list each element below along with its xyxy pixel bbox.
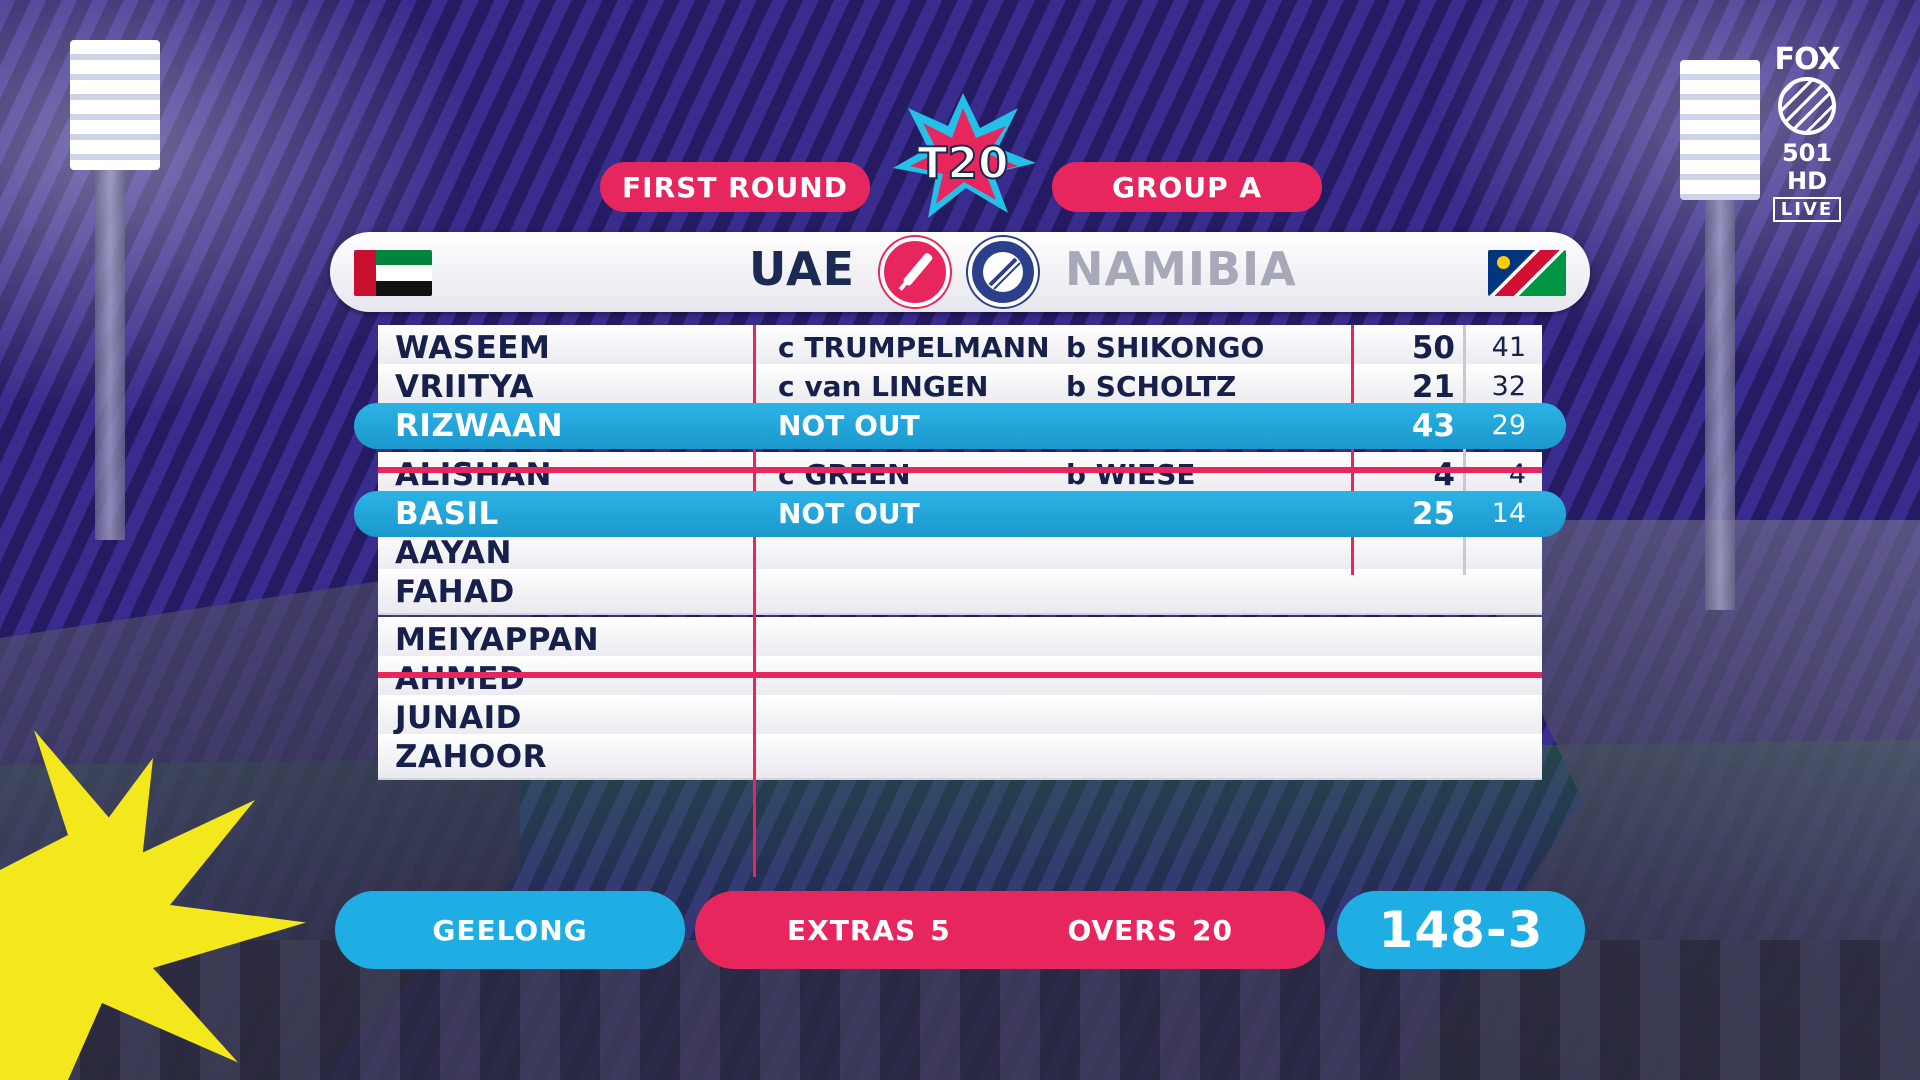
uae-flag-icon — [354, 250, 432, 296]
dismissal-catch: c TRUMPELMANN — [778, 331, 1050, 364]
batter-row: ALISHAN c GREEN b WIESE 4 4 — [378, 452, 1542, 498]
batter-balls: 41 — [1491, 332, 1526, 363]
batter-name: ZAHOOR — [395, 739, 547, 775]
row-separator — [378, 672, 1542, 678]
batter-runs: 21 — [1411, 369, 1455, 405]
batter-runs — [1355, 569, 1455, 615]
batter-row: FAHAD — [378, 569, 1542, 615]
overs-group: OVERS 20 — [1067, 914, 1233, 947]
bowling-team-name: NAMIBIA — [1065, 242, 1297, 296]
column-divider — [1351, 325, 1354, 575]
dismissal-bowler: b SHIKONGO — [1066, 331, 1265, 364]
venue-badge: GEELONG — [335, 891, 685, 969]
t20-world-cup-logo-icon: T20 — [893, 93, 1036, 218]
batter-balls: 4 — [1508, 459, 1526, 490]
batter-name: FAHAD — [395, 574, 515, 610]
batter-name: MEIYAPPAN — [395, 622, 600, 658]
overs-value: 20 — [1192, 913, 1233, 947]
batter-name: BASIL — [395, 496, 499, 532]
row-separator — [378, 467, 1542, 473]
floodlight-right-icon — [1680, 60, 1760, 200]
namibia-flag-icon — [1488, 250, 1566, 296]
batter-runs — [1355, 734, 1455, 780]
channel-number: 501 HD — [1781, 139, 1833, 195]
round-badge: FIRST ROUND — [600, 162, 870, 212]
batter-name: JUNAID — [395, 700, 522, 736]
extras-value: 5 — [930, 913, 951, 947]
batter-runs: 25 — [1411, 496, 1455, 532]
batter-row: ZAHOOR — [378, 734, 1542, 780]
batter-name: AAYAN — [395, 535, 512, 571]
column-divider — [753, 325, 756, 877]
batting-scorecard: WASEEM c TRUMPELMANN b SHIKONGO 50 41 VRIITYA… — [354, 325, 1566, 877]
live-badge: LIVE — [1772, 197, 1842, 222]
cricket-ball-icon — [1778, 77, 1836, 135]
batter-runs: 43 — [1411, 408, 1455, 444]
batter-runs: 50 — [1411, 330, 1455, 366]
dismissal-bowler: b SCHOLTZ — [1066, 370, 1237, 403]
group-badge: GROUP A — [1052, 162, 1322, 212]
batter-name: ALISHAN — [395, 457, 552, 493]
batter-name: WASEEM — [395, 330, 551, 366]
batter-name: VRIITYA — [395, 369, 535, 405]
dismissal-catch: c van LINGEN — [778, 370, 989, 403]
dismissal-catch: NOT OUT — [778, 409, 920, 442]
cricket-bat-icon — [880, 237, 950, 307]
batter-row: MEIYAPPAN — [378, 617, 1542, 663]
dismissal-catch: c GREEN — [778, 458, 911, 491]
batter-row: BASIL NOT OUT 25 14 — [354, 491, 1566, 537]
svg-text:T20: T20 — [917, 138, 1008, 189]
extras-group: EXTRAS 5 — [787, 914, 951, 947]
batter-balls: 29 — [1491, 410, 1526, 441]
batter-balls — [1466, 569, 1526, 615]
batter-name: AHMED — [395, 661, 526, 697]
batter-row: WASEEM c TRUMPELMANN b SHIKONGO 50 41 — [378, 325, 1542, 371]
cricket-ball-icon — [968, 237, 1038, 307]
column-divider — [1463, 325, 1466, 575]
total-score: 148-3 — [1337, 891, 1585, 969]
batter-balls — [1466, 734, 1526, 780]
team-header-bar: UAE NAMIBIA — [330, 232, 1590, 312]
extras-label: EXTRAS — [787, 913, 917, 947]
batter-runs: 4 — [1433, 457, 1455, 493]
fox-cricket-logo: FOX 501 HD LIVE — [1762, 42, 1852, 222]
batter-row: VRIITYA c van LINGEN b SCHOLTZ 21 32 — [378, 364, 1542, 410]
overs-label: OVERS — [1067, 913, 1179, 947]
extras-overs-bar: EXTRAS 5 OVERS 20 — [695, 891, 1325, 969]
network-name: FOX — [1774, 42, 1840, 77]
batting-team-name: UAE — [749, 242, 855, 296]
batter-name: RIZWAAN — [395, 408, 564, 444]
dismissal-catch: NOT OUT — [778, 497, 920, 530]
batter-balls: 14 — [1491, 498, 1526, 529]
dismissal-bowler: b WIESE — [1066, 458, 1196, 491]
batter-balls: 32 — [1491, 371, 1526, 402]
batter-row: RIZWAAN NOT OUT 43 29 — [354, 403, 1566, 449]
floodlight-left-icon — [70, 40, 160, 170]
